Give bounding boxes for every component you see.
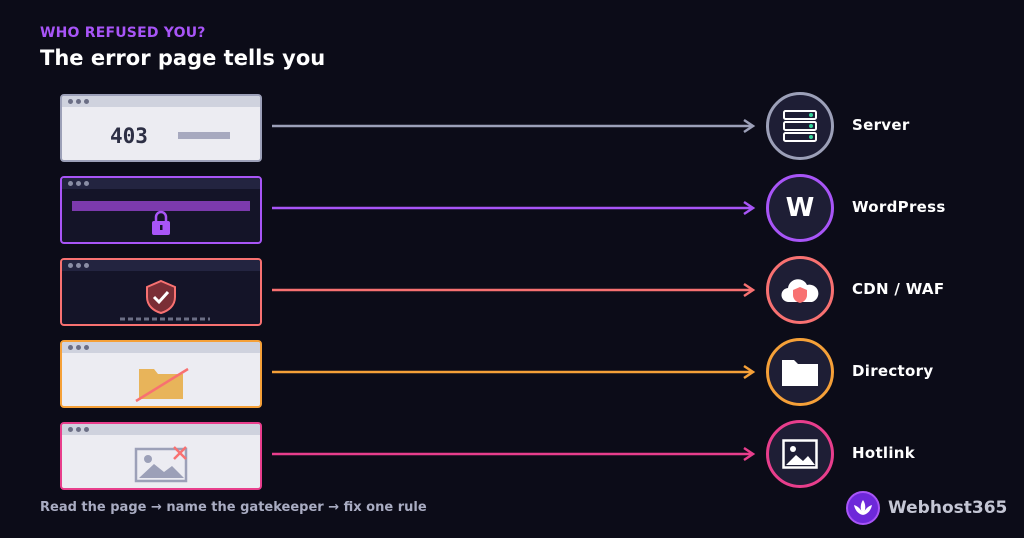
arrow-cdn-waf <box>272 282 756 298</box>
image-blocked-icon <box>134 446 188 483</box>
folder-blocked-icon <box>135 367 189 403</box>
row-directory: Directory <box>0 338 1024 408</box>
label-directory: Directory <box>852 362 934 380</box>
wordpress-icon: W <box>785 193 815 223</box>
browser-waf-page <box>60 258 262 326</box>
row-wordpress: W WordPress <box>0 174 1024 244</box>
browser-content: 403 <box>62 107 260 160</box>
browser-hotlink-page <box>60 422 262 490</box>
browser-403-page: 403 <box>60 94 262 162</box>
browser-content <box>62 189 260 242</box>
lock-icon <box>152 210 170 235</box>
brand-name: Webhost365 <box>888 498 1008 518</box>
arrow-server <box>272 118 756 134</box>
window-dots <box>68 181 89 186</box>
label-hotlink: Hotlink <box>852 444 916 462</box>
browser-titlebar <box>62 342 260 353</box>
server-circle <box>766 92 834 160</box>
loading-dashes <box>120 317 210 321</box>
brand: Webhost365 <box>846 491 1007 525</box>
directory-circle <box>766 338 834 406</box>
admin-bar <box>72 201 250 211</box>
eyebrow-heading: WHO REFUSED YOU? <box>40 25 206 41</box>
error-code-text: 403 <box>110 124 148 148</box>
label-wordpress: WordPress <box>852 198 946 216</box>
arrow-directory <box>272 364 756 380</box>
browser-titlebar <box>62 424 260 435</box>
window-dots <box>68 99 89 104</box>
browser-content <box>62 435 260 488</box>
window-dots <box>68 345 89 350</box>
hotlink-circle <box>766 420 834 488</box>
browser-content <box>62 353 260 406</box>
row-server: 403 Server <box>0 92 1024 162</box>
folder-icon <box>782 360 818 386</box>
row-cdn-waf: CDN / WAF <box>0 256 1024 326</box>
shield-check-icon <box>146 279 176 315</box>
cdn-waf-circle <box>766 256 834 324</box>
window-dots <box>68 263 89 268</box>
browser-directory-page <box>60 340 262 408</box>
image-icon <box>782 439 818 469</box>
wordpress-circle: W <box>766 174 834 242</box>
label-server: Server <box>852 116 910 134</box>
arrow-hotlink <box>272 446 756 462</box>
window-dots <box>68 427 89 432</box>
browser-titlebar <box>62 96 260 107</box>
row-hotlink: Hotlink <box>0 420 1024 490</box>
browser-wp-locked-page <box>60 176 262 244</box>
browser-titlebar <box>62 260 260 271</box>
placeholder-bar <box>178 132 230 139</box>
browser-content <box>62 271 260 324</box>
label-cdn-waf: CDN / WAF <box>852 280 945 298</box>
footer-tagline: Read the page → name the gatekeeper → fi… <box>40 500 427 515</box>
browser-titlebar <box>62 178 260 189</box>
page-title: The error page tells you <box>40 46 326 70</box>
server-icon <box>783 110 817 142</box>
cloud-shield-icon <box>781 279 819 303</box>
lotus-logo-icon <box>846 491 880 525</box>
arrow-wordpress <box>272 200 756 216</box>
